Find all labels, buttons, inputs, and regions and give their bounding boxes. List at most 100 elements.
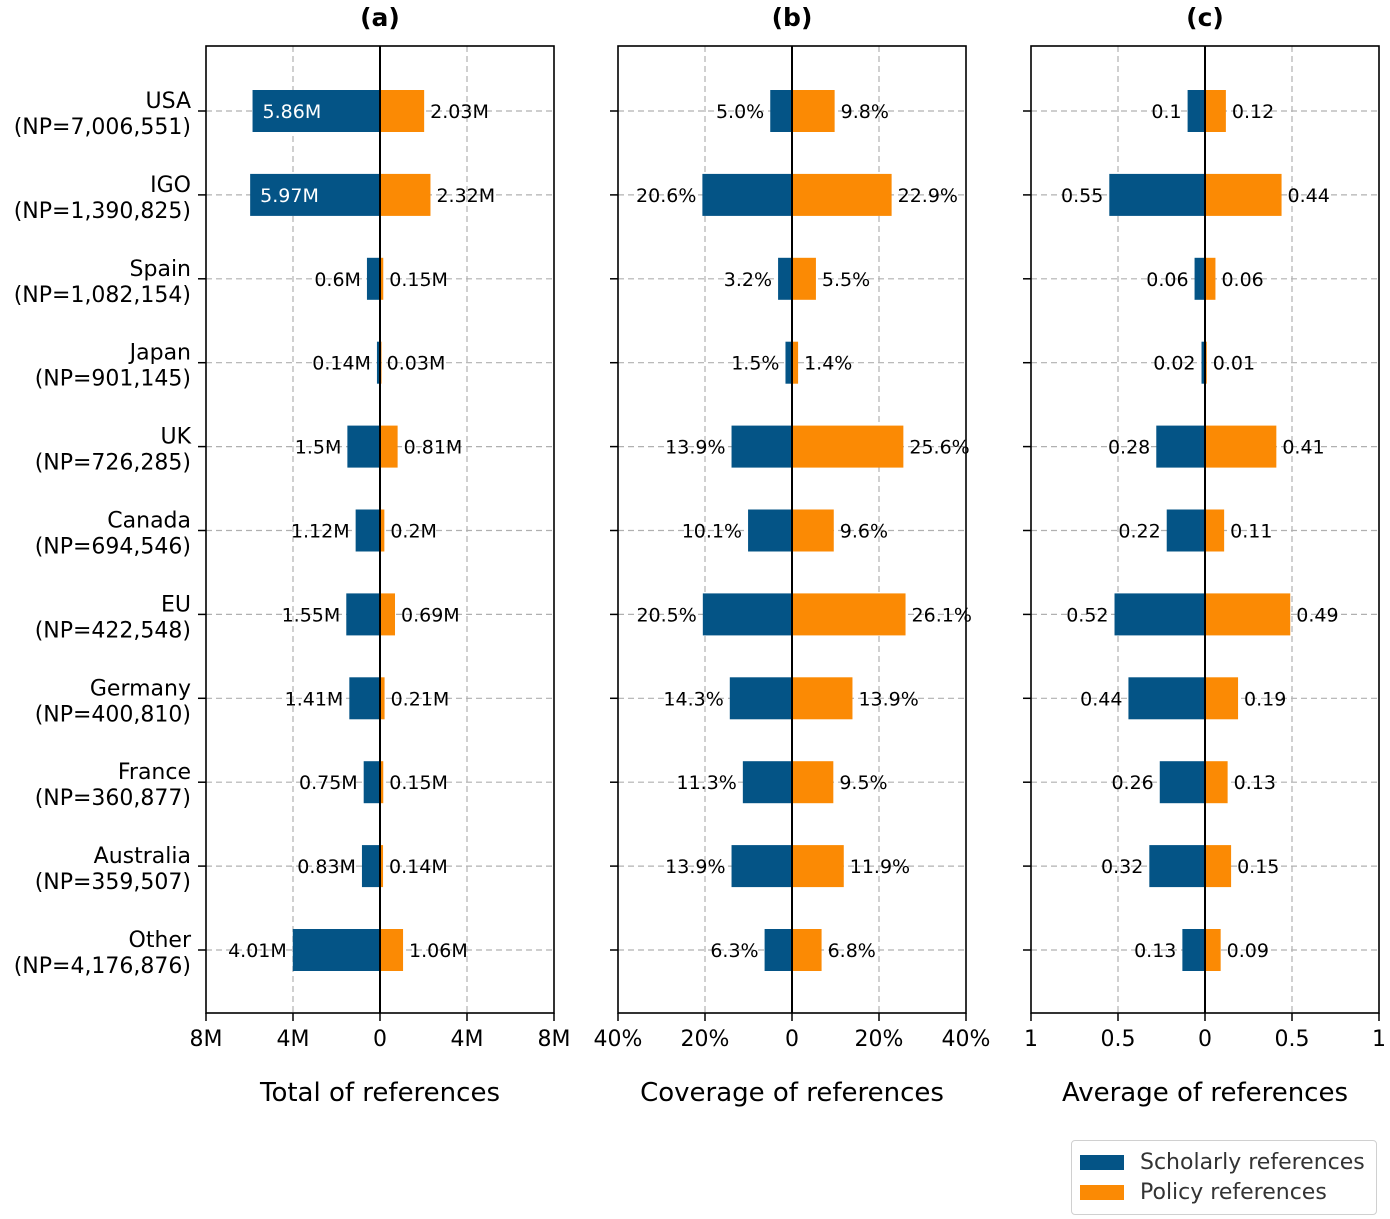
x-axis-label: Average of references <box>1062 1078 1348 1108</box>
scholarly-bar <box>731 425 792 468</box>
legend-label-scholarly: Scholarly references <box>1140 1149 1365 1175</box>
scholarly-bar <box>770 90 792 132</box>
category-label-np: (NP=4,176,876) <box>14 954 191 979</box>
policy-data-label: 9.6% <box>840 521 888 543</box>
policy-data-label: 0.03M <box>387 353 446 375</box>
scholarly-bar <box>363 761 380 804</box>
category-label-name: Other <box>129 928 192 953</box>
category-label-np: (NP=359,507) <box>35 870 191 895</box>
category-label-np: (NP=694,546) <box>35 535 191 560</box>
category-label-name: France <box>118 760 191 785</box>
scholarly-bar <box>361 845 380 888</box>
policy-bar <box>792 257 816 300</box>
scholarly-bar <box>1114 593 1205 636</box>
policy-bar <box>1205 257 1216 300</box>
policy-bar <box>380 425 398 468</box>
scholarly-data-label: 20.6% <box>636 185 696 207</box>
policy-data-label: 0.12 <box>1232 101 1274 123</box>
policy-data-label: 0.11 <box>1230 521 1272 543</box>
scholarly-bar <box>252 90 380 132</box>
scholarly-data-label: 0.06 <box>1146 269 1188 291</box>
category-label-np: (NP=726,285) <box>35 451 191 476</box>
policy-data-label: 6.8% <box>828 940 876 962</box>
policy-data-label: 0.09 <box>1227 940 1269 962</box>
policy-bar <box>1205 929 1221 971</box>
policy-bar <box>792 845 844 888</box>
policy-data-label: 9.8% <box>841 101 889 123</box>
policy-bar <box>1205 425 1277 468</box>
category-label-name: UK <box>160 425 191 450</box>
scholarly-bar <box>1149 845 1205 888</box>
scholarly-bar <box>785 341 792 384</box>
policy-data-label: 0.21M <box>391 688 450 710</box>
policy-data-label: 0.15 <box>1237 856 1279 878</box>
x-tick-label: 20% <box>681 1027 730 1052</box>
policy-bar <box>1205 90 1226 132</box>
category-label-name: Australia <box>94 844 191 869</box>
scholarly-data-label: 0.02 <box>1153 353 1195 375</box>
policy-bar <box>380 845 384 888</box>
scholarly-bar <box>778 257 792 300</box>
panel-title: (a) <box>360 3 400 32</box>
policy-bar <box>1205 509 1225 552</box>
scholarly-data-label: 1.5M <box>295 437 342 459</box>
x-tick-label: 0 <box>1198 1027 1212 1052</box>
scholarly-bar <box>731 845 792 888</box>
x-tick-label: 0 <box>785 1027 799 1052</box>
policy-bar <box>380 929 404 971</box>
scholarly-data-label: 0.28 <box>1108 437 1150 459</box>
scholarly-data-label: 3.2% <box>724 269 772 291</box>
category-label-np: (NP=7,006,551) <box>14 115 191 140</box>
scholarly-bar <box>355 509 380 552</box>
policy-data-label: 0.15M <box>389 269 448 291</box>
x-tick-label: 4M <box>277 1027 310 1052</box>
policy-data-label: 9.5% <box>839 772 887 794</box>
legend-item-scholarly: Scholarly references <box>1080 1149 1365 1175</box>
scholarly-data-label: 10.1% <box>682 521 742 543</box>
category-label-np: (NP=901,145) <box>35 367 191 392</box>
scholarly-bar <box>1156 425 1205 468</box>
scholarly-bar <box>764 929 792 971</box>
policy-bar <box>1205 173 1282 216</box>
policy-data-label: 0.01 <box>1213 353 1255 375</box>
scholarly-bar <box>742 761 792 804</box>
scholarly-bar <box>1201 341 1205 384</box>
policy-data-label: 0.2M <box>390 521 437 543</box>
category-label-name: EU <box>161 592 191 617</box>
policy-bar <box>792 929 822 971</box>
scholarly-bar <box>250 173 380 216</box>
policy-bar <box>1205 593 1291 636</box>
policy-data-label: 25.6% <box>909 437 969 459</box>
scholarly-data-label: 0.55 <box>1061 185 1103 207</box>
scholarly-data-label: 13.9% <box>665 856 725 878</box>
scholarly-data-label: 0.52 <box>1066 604 1108 626</box>
legend-label-policy: Policy references <box>1140 1179 1327 1205</box>
x-tick-label: 1 <box>1024 1027 1038 1052</box>
scholarly-data-label: 1.55M <box>282 604 341 626</box>
scholarly-data-label: 4.01M <box>228 940 287 962</box>
scholarly-bar <box>702 593 792 636</box>
scholarly-bar <box>292 929 380 971</box>
scholarly-bar <box>1187 90 1205 132</box>
category-label-np: (NP=400,810) <box>35 702 191 727</box>
policy-data-label: 0.41 <box>1282 437 1324 459</box>
scholarly-data-label: 0.1 <box>1151 101 1181 123</box>
category-label-name: IGO <box>150 173 191 198</box>
policy-bar <box>1205 845 1232 888</box>
scholarly-bar <box>1194 257 1205 300</box>
policy-data-label: 0.49 <box>1296 604 1338 626</box>
category-label-np: (NP=1,082,154) <box>14 283 191 308</box>
x-tick-label: 8M <box>538 1027 571 1052</box>
policy-data-label: 22.9% <box>898 185 958 207</box>
scholarly-bar <box>1182 929 1205 971</box>
scholarly-data-label: 0.83M <box>297 856 356 878</box>
policy-bar <box>792 593 906 636</box>
policy-data-label: 0.69M <box>401 604 460 626</box>
policy-bar <box>1205 761 1228 804</box>
scholarly-bar <box>702 173 792 216</box>
x-tick-label: 40% <box>942 1027 991 1052</box>
category-label-name: Spain <box>130 257 191 282</box>
policy-bar <box>792 509 834 552</box>
policy-data-label: 2.32M <box>436 185 495 207</box>
category-label-name: Japan <box>128 341 191 366</box>
